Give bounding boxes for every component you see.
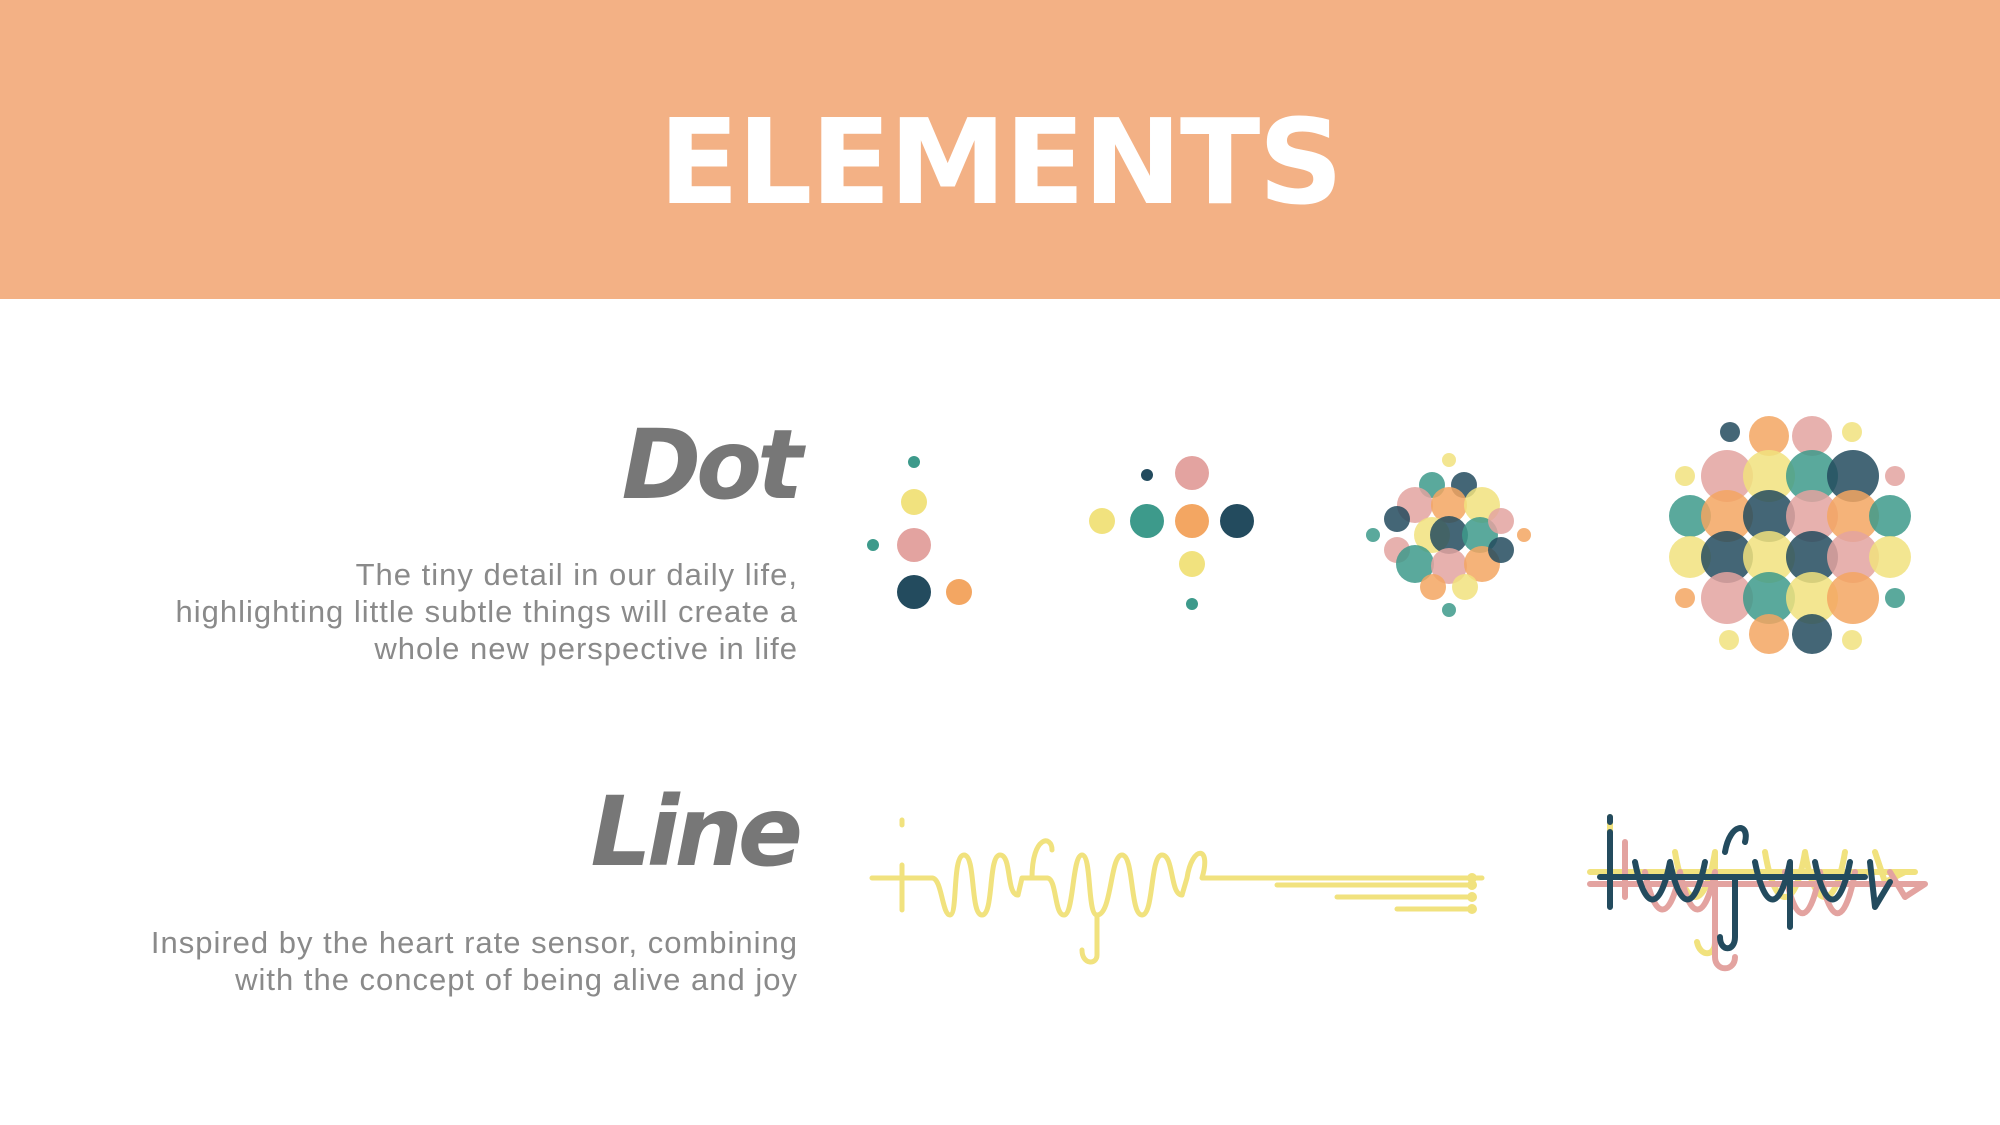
dot xyxy=(1827,450,1879,502)
dot-cluster-dense xyxy=(1669,416,1911,654)
line-end-dot xyxy=(1467,873,1477,883)
dot-description-line: highlighting little subtle things will c… xyxy=(175,594,798,629)
dot xyxy=(1701,572,1753,624)
dot xyxy=(1786,531,1838,583)
dot xyxy=(908,456,920,468)
dot xyxy=(1827,572,1879,624)
dot xyxy=(1431,548,1467,584)
dot xyxy=(1701,450,1753,502)
dot xyxy=(1869,536,1911,578)
line-end-dot xyxy=(1467,880,1477,890)
line-end-dot xyxy=(1467,892,1477,902)
dot xyxy=(1885,588,1905,608)
dot xyxy=(1442,453,1456,467)
dot xyxy=(1792,614,1832,654)
dot xyxy=(1869,495,1911,537)
line-section-title: Line xyxy=(590,776,803,888)
dot xyxy=(1179,551,1205,577)
dot xyxy=(1488,537,1514,563)
dot xyxy=(1743,490,1795,542)
dot xyxy=(1743,450,1795,502)
dot xyxy=(901,489,927,515)
dot xyxy=(1488,508,1514,534)
dot xyxy=(1430,516,1468,554)
dot xyxy=(1743,572,1795,624)
line-end-dot xyxy=(1467,904,1477,914)
dot xyxy=(1701,490,1753,542)
dot-description-line: whole new perspective in life xyxy=(374,631,798,666)
dot-section-title: Dot xyxy=(621,409,803,521)
dot xyxy=(1827,531,1879,583)
dot xyxy=(1452,574,1478,600)
dot xyxy=(1675,588,1695,608)
dot xyxy=(1130,504,1164,538)
dot xyxy=(1720,422,1740,442)
dot xyxy=(1786,490,1838,542)
dot xyxy=(1719,630,1739,650)
line-section-description: Inspired by the heart rate sensor, combi… xyxy=(0,924,798,998)
dot xyxy=(1701,531,1753,583)
dot xyxy=(1175,504,1209,538)
dot xyxy=(1885,466,1905,486)
dot xyxy=(1669,536,1711,578)
dot xyxy=(1396,545,1434,583)
dot xyxy=(1842,630,1862,650)
dot xyxy=(1749,614,1789,654)
line-description-line: with the concept of being alive and joy xyxy=(235,962,798,997)
dot xyxy=(897,528,931,562)
dot-description-line: The tiny detail in our daily life, xyxy=(355,557,798,592)
dot xyxy=(1175,456,1209,490)
dot xyxy=(1669,495,1711,537)
dot xyxy=(897,575,931,609)
dot xyxy=(1675,466,1695,486)
dot xyxy=(1792,416,1832,456)
dot xyxy=(946,579,972,605)
dot xyxy=(1442,603,1456,617)
dot xyxy=(1384,506,1410,532)
dot xyxy=(1749,416,1789,456)
dot-cluster-cross xyxy=(1089,456,1254,610)
layered-script-line xyxy=(1587,814,1928,972)
dot xyxy=(1431,487,1467,523)
header-banner: ELEMENTS xyxy=(0,0,2000,299)
dot xyxy=(1220,504,1254,538)
dot xyxy=(1786,450,1838,502)
dot-cluster-diamond xyxy=(1366,453,1531,617)
dot xyxy=(1420,574,1446,600)
dot xyxy=(867,539,879,551)
line-description-line: Inspired by the heart rate sensor, combi… xyxy=(150,925,798,960)
dot xyxy=(1842,422,1862,442)
dot xyxy=(1089,508,1115,534)
dot-section-description: The tiny detail in our daily life, highl… xyxy=(0,556,798,667)
dot xyxy=(1827,490,1879,542)
dot xyxy=(1743,531,1795,583)
heartbeat-script-line xyxy=(869,817,1485,965)
dot xyxy=(1786,572,1838,624)
dot xyxy=(1186,598,1198,610)
dot xyxy=(1517,528,1531,542)
dot xyxy=(1141,469,1153,481)
page-title: ELEMENTS xyxy=(658,93,1344,231)
dot xyxy=(1366,528,1380,542)
dot-cluster-sparse xyxy=(867,456,972,609)
